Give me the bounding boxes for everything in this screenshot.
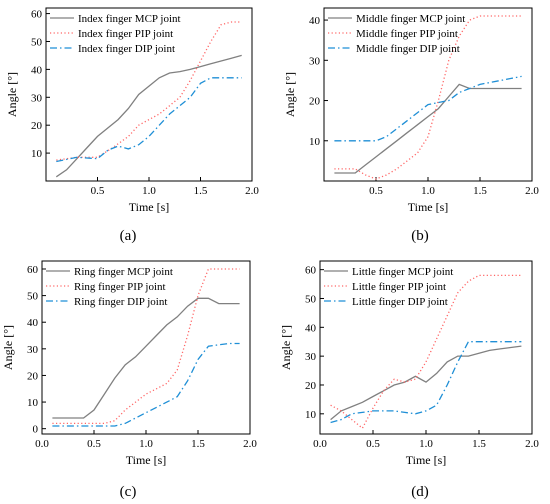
y-tick-label: 60: [27, 264, 39, 276]
y-axis-label: Angle [°]: [1, 325, 15, 370]
series-line-1: [55, 54, 242, 178]
legend-label-3: Ring finger DIP joint: [74, 296, 167, 308]
x-tick-label: 0.5: [91, 185, 105, 197]
y-tick-label: 10: [305, 409, 317, 421]
x-tick-label: 1.5: [473, 185, 487, 197]
legend-label-1: Ring finger MCP joint: [74, 266, 173, 278]
legend: Little finger MCP joint Little finger PIP…: [324, 266, 453, 308]
y-tick-label: 20: [31, 120, 43, 132]
x-axis-label: Time [s]: [408, 200, 449, 214]
series-line-1: [334, 83, 522, 174]
x-tick-label: 1.0: [421, 185, 435, 197]
x-tick-label: 1.5: [472, 438, 486, 450]
series-line-3: [330, 341, 522, 424]
legend-label-2: Middle finger PIP joint: [356, 28, 458, 40]
chart-panel-4: 0.0 0.5 1.0 1.5 2.0 10 20 30 40 50 60 Time [s] Angle…: [279, 260, 539, 500]
x-tick-label: 0.5: [369, 185, 383, 197]
x-tick-label: 1.0: [139, 438, 153, 450]
panel-caption: (d): [411, 484, 429, 500]
y-tick-label: 60: [31, 9, 43, 21]
y-tick-label: 30: [309, 55, 321, 67]
panel-caption: (b): [411, 228, 429, 244]
y-tick-label: 40: [305, 322, 317, 334]
legend: Middle finger MCP joint Middle finger PIP…: [328, 13, 465, 55]
y-axis-label: Angle [°]: [279, 325, 293, 370]
series-line-3: [56, 77, 242, 163]
y-tick-label: 40: [27, 317, 39, 329]
x-tick-label: 1.0: [419, 438, 433, 450]
series-line-1: [52, 297, 240, 419]
y-tick-label: 30: [305, 351, 317, 363]
y-tick-label: 50: [305, 293, 317, 305]
panel-caption: (a): [120, 228, 137, 244]
y-axis-label: Angle [°]: [283, 72, 297, 117]
series-line-3: [334, 75, 522, 142]
x-tick-label: 2.0: [245, 185, 259, 197]
y-tick-label: 30: [27, 344, 39, 356]
y-tick-label: 20: [27, 370, 39, 382]
y-tick-label: 30: [31, 92, 43, 104]
series-line-1: [330, 345, 522, 421]
x-tick-label: 0.5: [366, 438, 380, 450]
legend-label-1: Index finger MCP joint: [78, 13, 181, 25]
x-axis-label: Time [s]: [129, 200, 170, 214]
y-axis-label: Angle [°]: [5, 72, 19, 117]
panel-caption: (c): [120, 484, 137, 500]
y-tick-label: 20: [309, 96, 321, 108]
series-line-2: [56, 21, 242, 161]
x-tick-label: 1.5: [194, 185, 208, 197]
legend-label-3: Index finger DIP joint: [78, 43, 175, 55]
legend-label-2: Little finger PIP joint: [352, 281, 446, 293]
y-tick-label: 40: [309, 15, 321, 27]
legend-label-3: Little finger DIP joint: [352, 296, 448, 308]
legend-label-2: Index finger PIP joint: [78, 28, 173, 40]
y-tick-label: 40: [31, 64, 43, 76]
legend-label-1: Middle finger MCP joint: [356, 13, 465, 25]
y-tick-label: 60: [305, 265, 317, 277]
y-tick-label: 20: [305, 380, 317, 392]
legend-label-2: Ring finger PIP joint: [74, 281, 166, 293]
x-tick-label: 1.5: [191, 438, 205, 450]
chart-panel-1: 0.5 1.0 1.5 2.0 10 20 30 40 50 60 Time [s] Angle [°…: [5, 7, 259, 244]
x-tick-label: 2.0: [243, 438, 257, 450]
chart-panel-3: 0.0 0.5 1.0 1.5 2.0 0 10 20 30 40 50 60 Time [s] Angl…: [1, 260, 257, 500]
y-tick-label: 10: [31, 148, 43, 160]
x-axis-label: Time [s]: [126, 453, 167, 467]
legend: Ring finger MCP joint Ring finger PIP joi…: [46, 266, 173, 308]
x-tick-label: 1.0: [142, 185, 156, 197]
series-line-2: [52, 268, 240, 425]
y-tick-label: 0: [33, 424, 39, 436]
legend-label-1: Little finger MCP joint: [352, 266, 453, 278]
x-tick-label: 0.0: [35, 438, 49, 450]
series-line-2: [334, 15, 522, 180]
y-tick-label: 10: [309, 136, 321, 148]
x-tick-label: 0.0: [313, 438, 327, 450]
y-tick-label: 50: [27, 291, 39, 303]
x-axis-label: Time [s]: [406, 453, 447, 467]
chart-panel-2: 0.5 1.0 1.5 2.0 10 20 30 40 Time [s] Angle [°] Mid…: [283, 7, 539, 244]
legend-label-3: Middle finger DIP joint: [356, 43, 460, 55]
y-tick-label: 10: [27, 397, 39, 409]
series-line-3: [52, 342, 240, 427]
x-tick-label: 0.5: [87, 438, 101, 450]
x-tick-label: 2.0: [525, 438, 539, 450]
x-tick-label: 2.0: [525, 185, 539, 197]
y-tick-label: 50: [31, 36, 43, 48]
legend: Index finger MCP joint Index finger PIP j…: [50, 13, 181, 55]
